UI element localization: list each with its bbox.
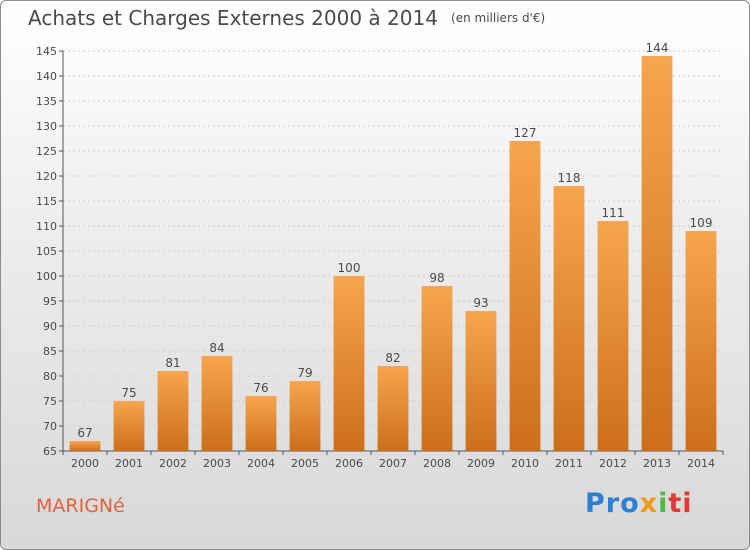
value-label: 93: [473, 296, 488, 310]
value-label: 111: [602, 206, 625, 220]
value-label: 81: [165, 356, 180, 370]
bar: [289, 381, 321, 451]
bar: [597, 221, 629, 451]
value-label: 127: [514, 126, 537, 140]
bar: [113, 401, 145, 451]
bars: [69, 56, 717, 451]
y-tick-label: 75: [43, 395, 57, 408]
x-tick-label: 2004: [247, 457, 275, 470]
y-tick-label: 125: [36, 145, 57, 158]
bar: [157, 371, 189, 451]
y-tick-label: 115: [36, 195, 57, 208]
y-tick-label: 135: [36, 95, 57, 108]
x-tick-label: 2007: [379, 457, 407, 470]
logo-part-4: ti: [668, 488, 693, 519]
proxiti-logo: Proxiti: [585, 488, 693, 519]
x-tick-label: 2010: [511, 457, 539, 470]
bar: [465, 311, 497, 451]
value-label: 79: [297, 366, 312, 380]
value-label: 118: [558, 171, 581, 185]
labels: 65 70 75 80 85 90 95 100 105 110 115 120 125 130 135 14…: [36, 41, 715, 470]
y-tick-label: 110: [36, 220, 57, 233]
chart-unit: (en milliers d'€): [451, 11, 546, 25]
y-tick-label: 105: [36, 245, 57, 258]
x-tick-label: 2003: [203, 457, 231, 470]
commune-name: MARIGNé: [36, 495, 125, 517]
value-label: 75: [121, 386, 136, 400]
value-label: 100: [338, 261, 361, 275]
x-tick-label: 2005: [291, 457, 319, 470]
x-tick-label: 2001: [115, 457, 143, 470]
value-label: 82: [385, 351, 400, 365]
y-tick-label: 70: [43, 420, 57, 433]
bar: [553, 186, 585, 451]
bar: [245, 396, 277, 451]
value-label: 76: [253, 381, 268, 395]
y-tick-label: 120: [36, 170, 57, 183]
bar: [421, 286, 453, 451]
value-label: 67: [77, 426, 92, 440]
x-tick-label: 2002: [159, 457, 187, 470]
bar: [685, 231, 717, 451]
y-tick-label: 80: [43, 370, 57, 383]
value-label: 84: [209, 341, 224, 355]
bar: [509, 141, 541, 451]
logo-part-3: i: [658, 488, 669, 519]
y-tick-label: 95: [43, 295, 57, 308]
y-tick-label: 140: [36, 70, 57, 83]
chart-title-block: Achats et Charges Externes 2000 à 2014 (…: [28, 6, 545, 30]
y-tick-label: 145: [36, 45, 57, 58]
x-tick-label: 2009: [467, 457, 495, 470]
x-tick-label: 2006: [335, 457, 363, 470]
chart-title: Achats et Charges Externes 2000 à 2014: [28, 6, 438, 30]
x-tick-label: 2011: [555, 457, 583, 470]
value-label: 98: [429, 271, 444, 285]
y-tick-label: 65: [43, 445, 57, 458]
y-tick-label: 90: [43, 320, 57, 333]
value-label: 109: [690, 216, 713, 230]
x-tick-label: 2000: [71, 457, 99, 470]
bar: [377, 366, 409, 451]
logo-part-1: Pro: [585, 488, 640, 519]
y-tick-label: 130: [36, 120, 57, 133]
x-tick-label: 2008: [423, 457, 451, 470]
logo-part-2: x: [639, 488, 659, 519]
x-tick-label: 2013: [643, 457, 671, 470]
bar: [333, 276, 365, 451]
bar: [201, 356, 233, 451]
y-tick-label: 85: [43, 345, 57, 358]
bar: [641, 56, 673, 451]
y-tick-label: 100: [36, 270, 57, 283]
x-tick-label: 2014: [687, 457, 715, 470]
value-label: 144: [646, 41, 669, 55]
bar: [69, 441, 101, 451]
x-tick-label: 2012: [599, 457, 627, 470]
